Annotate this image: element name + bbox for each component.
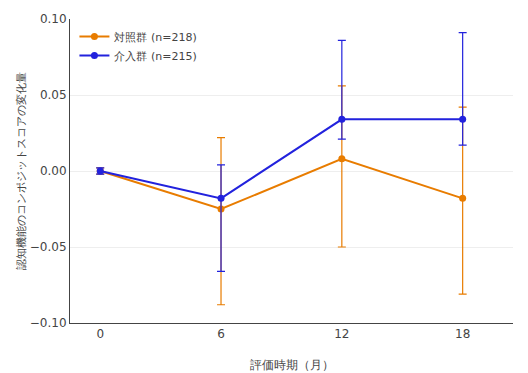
svg-text:対照群 (n=218): 対照群 (n=218) (114, 31, 196, 44)
svg-text:12: 12 (334, 327, 349, 341)
svg-text:0.05: 0.05 (40, 88, 67, 102)
svg-text:介入群 (n=215): 介入群 (n=215) (114, 50, 196, 63)
svg-text:認知機能のコンポジットスコアの変化量: 認知機能のコンポジットスコアの変化量 (15, 72, 28, 270)
svg-text:18: 18 (455, 327, 470, 341)
svg-text:0: 0 (96, 327, 104, 341)
svg-text:評価時期（月）: 評価時期（月） (250, 358, 334, 372)
svg-text:0.10: 0.10 (40, 12, 67, 26)
svg-text:−0.10: −0.10 (30, 316, 67, 330)
svg-text:6: 6 (217, 327, 225, 341)
svg-text:0.00: 0.00 (40, 164, 67, 178)
svg-text:−0.05: −0.05 (30, 240, 67, 254)
